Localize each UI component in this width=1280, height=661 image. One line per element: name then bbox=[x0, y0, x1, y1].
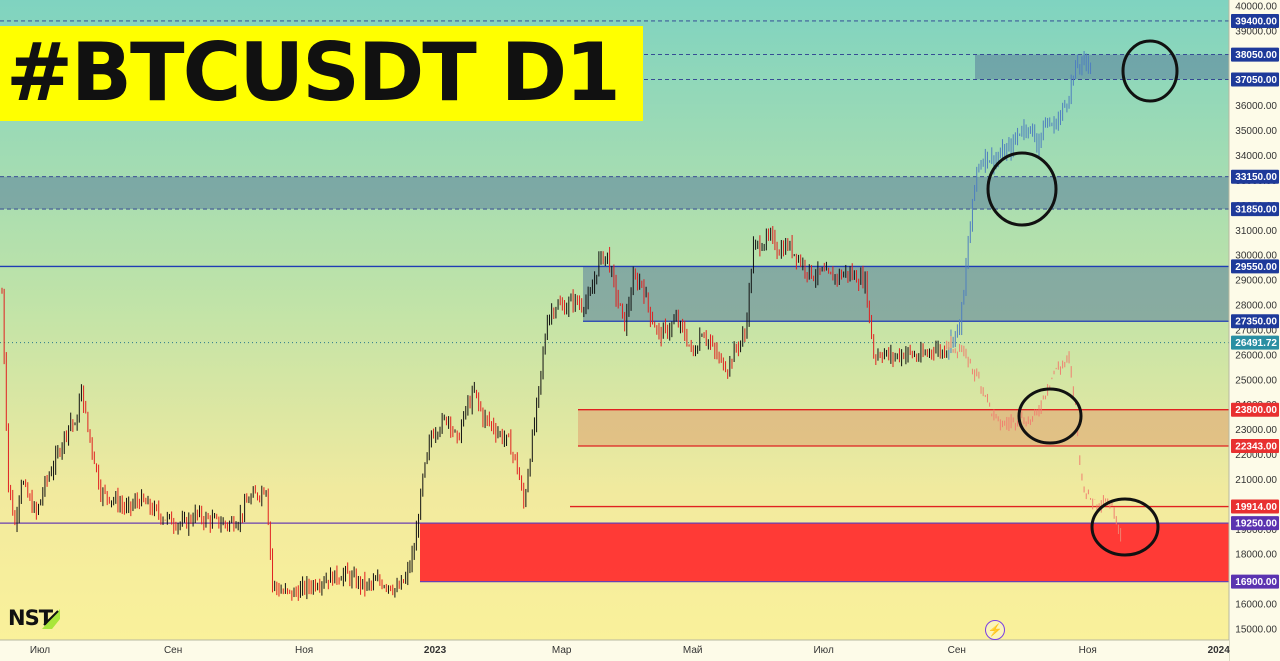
annotation-circle bbox=[1017, 387, 1083, 445]
x-tick-label: Июл bbox=[30, 645, 50, 656]
price-badge-label: 27350.00 bbox=[1235, 317, 1277, 328]
y-tick-label: 18000.00 bbox=[1235, 550, 1277, 561]
y-tick-label: 35000.00 bbox=[1235, 126, 1277, 137]
price-badge-label: 22343.00 bbox=[1235, 442, 1277, 453]
x-tick-label: Май bbox=[683, 645, 703, 656]
price-badge-label: 19914.00 bbox=[1235, 502, 1277, 513]
x-tick-label: 2023 bbox=[424, 645, 447, 656]
y-tick-label: 25000.00 bbox=[1235, 375, 1277, 386]
price-badge-label: 31850.00 bbox=[1235, 205, 1277, 216]
lightning-icon[interactable]: ⚡ bbox=[985, 620, 1005, 640]
price-zone bbox=[578, 409, 1229, 447]
y-tick-label: 34000.00 bbox=[1235, 151, 1277, 162]
price-badge-label: 29550.00 bbox=[1235, 262, 1277, 273]
price-badge-bg bbox=[1231, 72, 1279, 87]
y-tick-label: 23000.00 bbox=[1235, 425, 1277, 436]
price-badge-bg bbox=[1231, 202, 1279, 217]
price-axis-panel bbox=[1229, 0, 1280, 661]
y-tick-label: 15000.00 bbox=[1235, 625, 1277, 636]
y-tick-label: 16000.00 bbox=[1235, 600, 1277, 611]
price-badge-label: 39400.00 bbox=[1235, 16, 1277, 27]
price-badge-bg bbox=[1231, 13, 1279, 28]
price-badge-label: 26491.72 bbox=[1235, 338, 1277, 349]
price-badge-label: 38050.00 bbox=[1235, 50, 1277, 61]
price-badge-bg bbox=[1231, 47, 1279, 62]
y-tick-label: 21000.00 bbox=[1235, 475, 1277, 486]
annotation-circle bbox=[1090, 497, 1160, 557]
y-tick-label: 30000.00 bbox=[1235, 251, 1277, 262]
price-badge-label: 16900.00 bbox=[1235, 577, 1277, 588]
x-tick-label: Июл bbox=[813, 645, 833, 656]
price-zone bbox=[0, 176, 1229, 210]
price-badge-bg bbox=[1231, 314, 1279, 329]
x-tick-label: Ноя bbox=[295, 645, 313, 656]
y-tick-label: 19000.00 bbox=[1235, 525, 1277, 536]
y-tick-label: 22000.00 bbox=[1235, 450, 1277, 461]
y-tick-label: 40000.00 bbox=[1235, 2, 1277, 13]
x-tick-label: Сен bbox=[164, 645, 182, 656]
chart-title: #BTCUSDT D1 bbox=[6, 26, 621, 119]
x-tick-label: Мар bbox=[552, 645, 572, 656]
logo-arrow-icon bbox=[42, 609, 60, 629]
y-tick-label: 29000.00 bbox=[1235, 276, 1277, 287]
price-badge-bg bbox=[1231, 259, 1279, 274]
price-badge-bg bbox=[1231, 516, 1279, 531]
x-tick-label: Ноя bbox=[1079, 645, 1097, 656]
price-badge-bg bbox=[1231, 169, 1279, 184]
price-badge-label: 19250.00 bbox=[1235, 519, 1277, 530]
price-badge-bg bbox=[1231, 499, 1279, 514]
y-tick-label: 31000.00 bbox=[1235, 226, 1277, 237]
price-badge-label: 33150.00 bbox=[1235, 172, 1277, 183]
price-badge-label: 23800.00 bbox=[1235, 405, 1277, 416]
price-badge-bg bbox=[1231, 574, 1279, 589]
y-tick-label: 39000.00 bbox=[1235, 26, 1277, 37]
y-tick-label: 27000.00 bbox=[1235, 325, 1277, 336]
annotation-circle bbox=[986, 151, 1058, 227]
price-zone bbox=[975, 54, 1229, 80]
y-tick-label: 26000.00 bbox=[1235, 350, 1277, 361]
price-badge-label: 37050.00 bbox=[1235, 75, 1277, 86]
price-badge-bg bbox=[1231, 402, 1279, 417]
annotation-circle bbox=[1121, 39, 1179, 103]
title-banner: #BTCUSDT D1 bbox=[0, 26, 643, 121]
time-axis-panel bbox=[0, 640, 1229, 661]
price-badge-bg bbox=[1231, 439, 1279, 454]
x-tick-label: Сен bbox=[948, 645, 966, 656]
y-tick-label: 36000.00 bbox=[1235, 101, 1277, 112]
price-badge-bg bbox=[1231, 335, 1279, 350]
x-tick-label: 2024 bbox=[1208, 645, 1231, 656]
price-zone bbox=[583, 266, 1229, 322]
y-tick-label: 28000.00 bbox=[1235, 301, 1277, 312]
